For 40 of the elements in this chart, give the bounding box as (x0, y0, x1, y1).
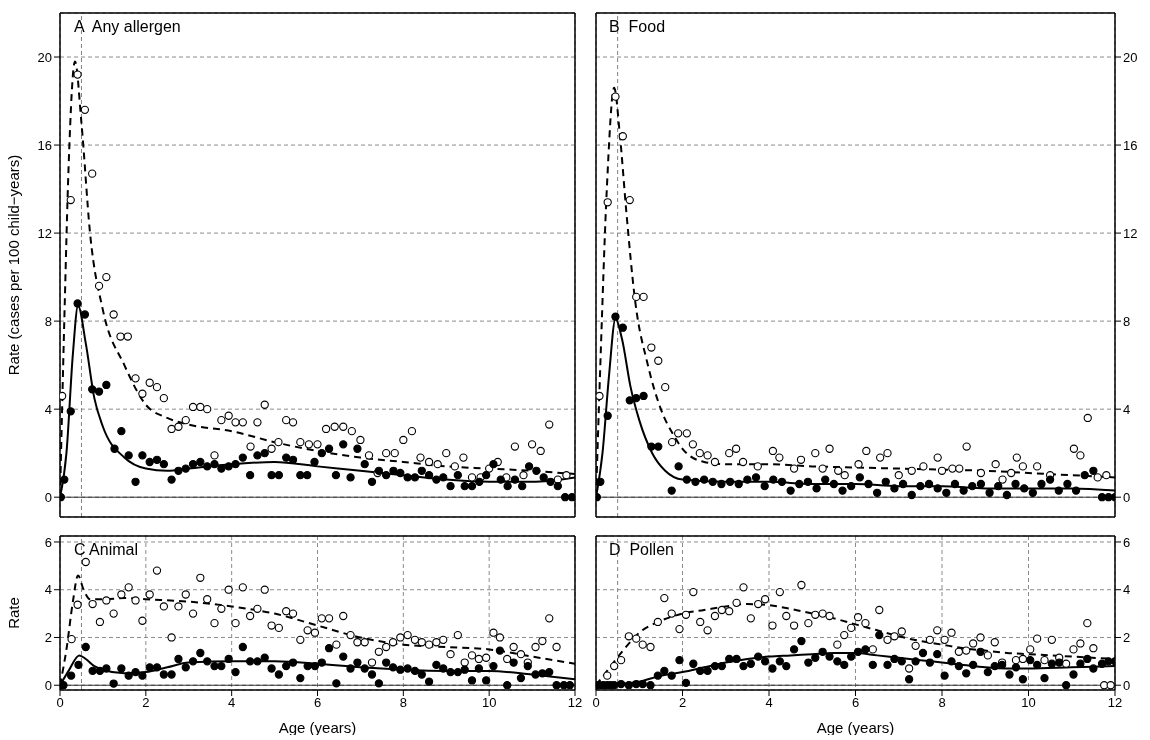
x-tick-label: 8 (938, 695, 946, 711)
y-tick-label: 2 (44, 630, 52, 646)
chart-title: A Any allergen (74, 18, 181, 36)
x-tick-label: 0 (592, 695, 600, 711)
x-tick-label: 2 (678, 695, 687, 711)
x-tick-label: 12 (1107, 695, 1123, 711)
y2-tick-label: 8 (1123, 313, 1131, 329)
x-tick-label: 4 (228, 695, 236, 711)
x-tick-label: 6 (313, 695, 322, 711)
y-tick-label: 0 (44, 677, 52, 693)
y-tick-label: 20 (37, 49, 52, 65)
chart-title: B Food (609, 18, 666, 36)
x-tick-label: 8 (399, 695, 407, 711)
y2-tick-label: 4 (1123, 401, 1131, 417)
y-tick-label: 4 (44, 582, 52, 598)
x-tick-label: 10 (1021, 695, 1036, 711)
y-tick-label: 4 (44, 401, 52, 417)
y2-tick-label: 0 (1123, 677, 1131, 693)
x-tick-label: 0 (56, 695, 64, 711)
y-tick-label: 16 (37, 137, 52, 153)
y2-tick-label: 16 (1123, 137, 1138, 153)
x-tick-label: 4 (765, 695, 773, 711)
x-tick-label: 12 (567, 695, 583, 711)
y-axis-title: Rate (5, 597, 23, 629)
y2-tick-label: 2 (1123, 630, 1131, 646)
y2-tick-label: 20 (1123, 49, 1138, 65)
y2-tick-label: 12 (1123, 225, 1138, 241)
x-tick-label: 6 (851, 695, 860, 711)
y-tick-label: 8 (44, 313, 52, 329)
x-tick-label: 2 (142, 695, 150, 711)
y-tick-label: 0 (44, 489, 52, 505)
x-tick-label: 10 (481, 695, 497, 711)
y2-tick-label: 6 (1123, 534, 1131, 550)
y-axis-title: Rate (cases per 100 child−years) (5, 154, 23, 376)
chart-title: C Animal (74, 541, 139, 559)
y2-tick-label: 0 (1123, 489, 1131, 505)
y-tick-label: 12 (37, 225, 52, 241)
y-tick-label: 6 (44, 534, 52, 550)
chart-title: D Pollen (609, 541, 674, 559)
y2-tick-label: 4 (1123, 582, 1131, 598)
